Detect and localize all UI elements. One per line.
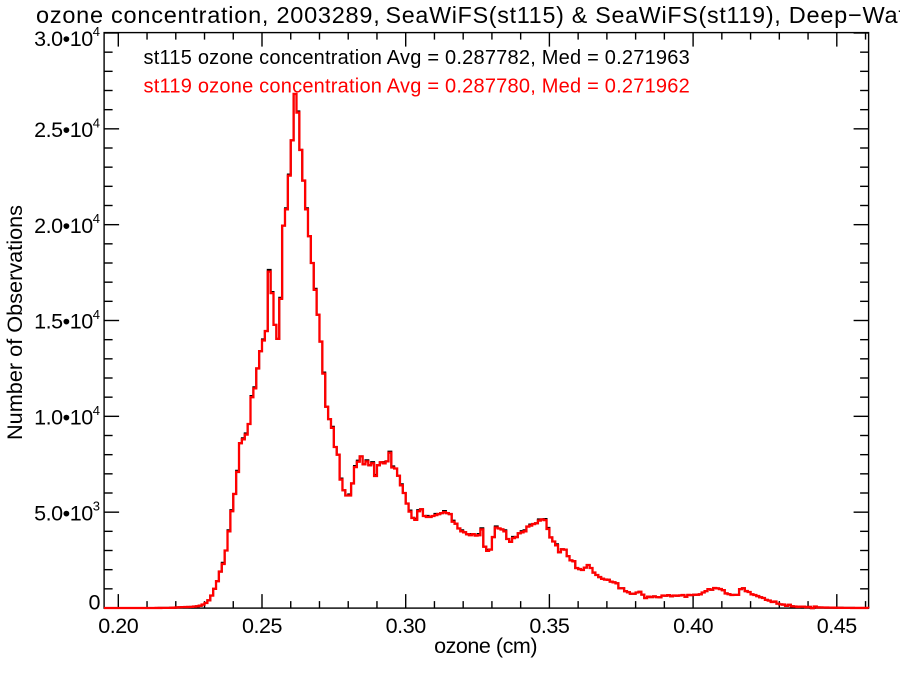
svg-text:ozone (cm): ozone (cm) [434, 634, 537, 658]
svg-text:0.40: 0.40 [673, 614, 714, 638]
svg-text:0.35: 0.35 [529, 614, 570, 638]
svg-text:0.20: 0.20 [98, 614, 139, 638]
svg-text:st119 ozone concentration Avg: st119 ozone concentration Avg = 0.287780… [144, 76, 690, 98]
svg-text:ozone concentration, 2003289,: ozone concentration, 2003289, [36, 2, 380, 28]
svg-text:SeaWiFS(st115) & SeaWiFS(st119: SeaWiFS(st115) & SeaWiFS(st119), [386, 2, 782, 28]
svg-text:0.25: 0.25 [242, 614, 283, 638]
svg-text:0.30: 0.30 [386, 614, 427, 638]
svg-text:1.0•104: 1.0•104 [34, 403, 100, 430]
svg-text:0.45: 0.45 [817, 614, 858, 638]
svg-text:st115 ozone concentration Avg: st115 ozone concentration Avg = 0.287782… [144, 47, 690, 69]
svg-text:5.0•103: 5.0•103 [34, 499, 100, 526]
svg-text:0: 0 [88, 590, 100, 614]
svg-text:Deep−Water: Deep−Water [789, 2, 900, 28]
svg-text:3.0•104: 3.0•104 [34, 24, 100, 51]
svg-text:Number of Observations: Number of Observations [2, 205, 27, 440]
svg-text:1.5•104: 1.5•104 [34, 307, 100, 334]
svg-text:2.0•104: 2.0•104 [34, 211, 100, 238]
svg-text:2.5•104: 2.5•104 [34, 115, 100, 142]
